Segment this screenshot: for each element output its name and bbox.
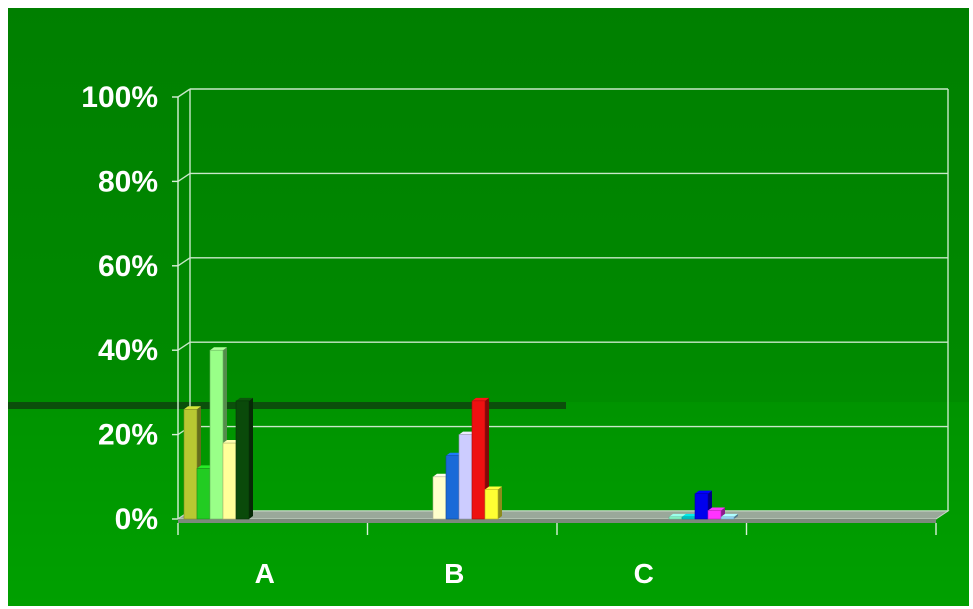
bar-side (498, 486, 502, 519)
bar-front (196, 468, 211, 520)
label-layer: 0% 20% 40% 60% 80% 100% A B C (81, 81, 654, 589)
bar-top (708, 507, 725, 511)
gridline-side (177, 341, 191, 351)
bar-front (432, 476, 447, 520)
bar-front (484, 489, 499, 520)
gridline-side (177, 257, 191, 267)
bar-side (734, 513, 738, 519)
bar (484, 486, 502, 520)
bar-front (694, 493, 709, 520)
gridline-side (177, 172, 191, 182)
bar-front (458, 434, 473, 520)
bar-front (183, 408, 198, 520)
dark-stripe (8, 402, 566, 409)
y-tick-label: 20% (98, 419, 158, 452)
floor-front (178, 519, 936, 523)
bar-chart: 0% 20% 40% 60% 80% 100% A B C (8, 81, 969, 606)
bar-front (445, 455, 460, 520)
x-category-label: C (634, 558, 654, 589)
bar-front (209, 349, 224, 520)
bar-front (471, 400, 486, 520)
bar-top (721, 513, 738, 517)
bar-front (668, 516, 683, 520)
bar-top (210, 347, 227, 351)
bar-top (669, 513, 686, 517)
bar-layer (183, 347, 738, 520)
floor-top (176, 510, 950, 520)
bar-front (707, 510, 722, 520)
gridline-side (177, 88, 191, 98)
bar (235, 397, 253, 520)
bar-top (695, 490, 712, 494)
y-tick-label: 40% (98, 334, 158, 367)
chart-frame: 0% 20% 40% 60% 80% 100% A B C (8, 8, 969, 606)
bar (720, 513, 738, 520)
bar-front (235, 400, 250, 520)
bar-front (720, 516, 735, 520)
bar-front (222, 442, 237, 520)
y-tick-label: 100% (81, 81, 158, 114)
bar-top (184, 406, 201, 410)
x-category-label: A (255, 558, 275, 589)
bar-front (681, 516, 696, 520)
bar-top (236, 397, 253, 401)
y-tick-label: 60% (98, 250, 158, 283)
y-tick-label: 0% (115, 503, 158, 536)
bar-side (249, 397, 253, 519)
x-category-label: B (444, 558, 464, 589)
bar-top (485, 486, 502, 490)
bar-top (472, 397, 489, 401)
y-tick-label: 80% (98, 165, 158, 198)
